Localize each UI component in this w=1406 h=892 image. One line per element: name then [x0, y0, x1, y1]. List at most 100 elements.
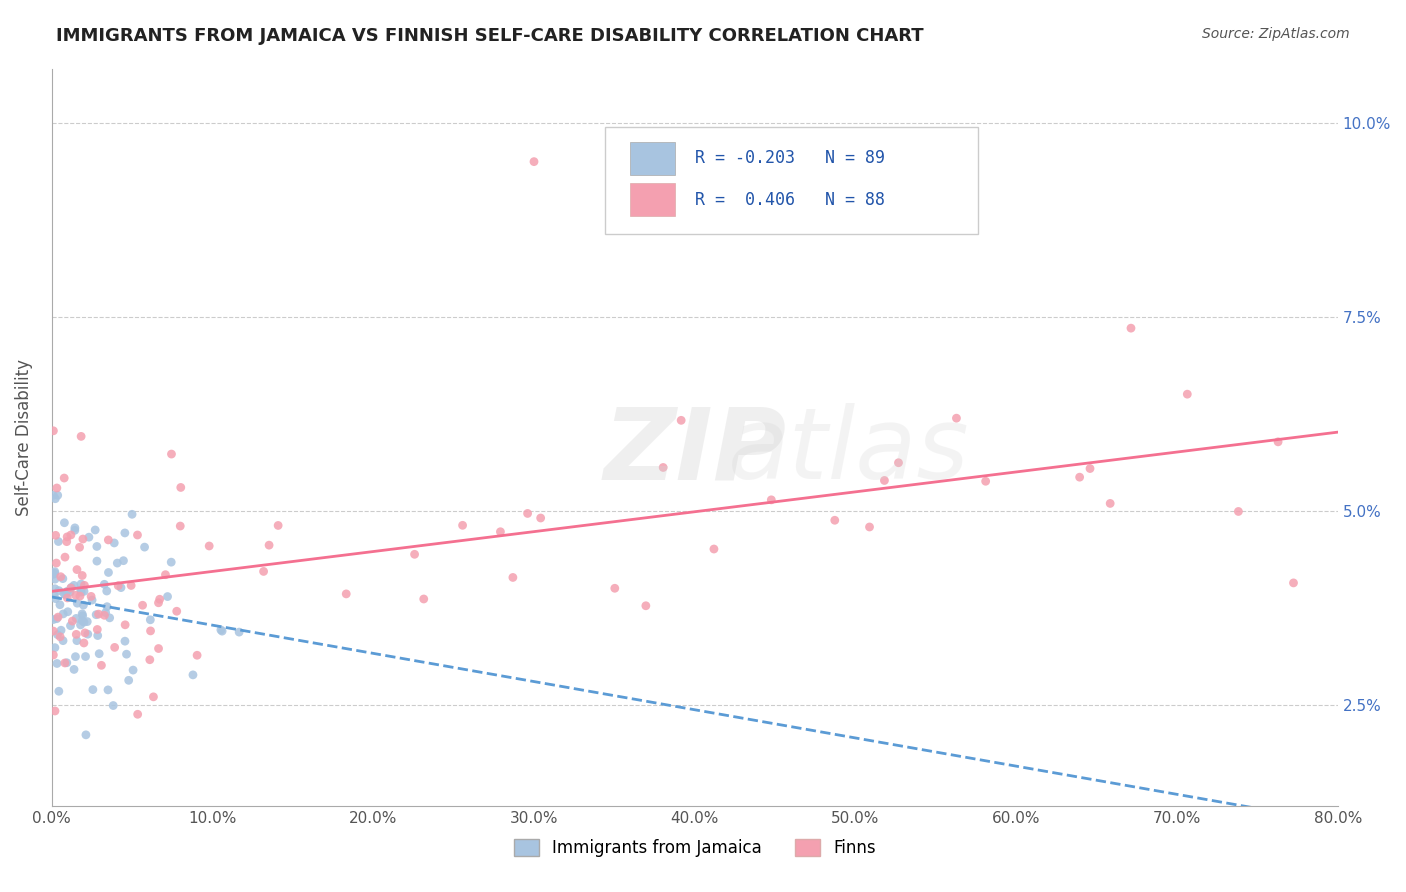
Point — [55, 588, 77, 602]
Point — [70, 607, 93, 621]
Point — [44, 640, 66, 655]
Point — [42, 488, 65, 502]
Point — [66, 596, 89, 610]
Point — [46, 610, 69, 624]
Point — [98, 611, 121, 625]
Point — [824, 513, 846, 527]
Point — [252, 565, 274, 579]
Point — [404, 547, 426, 561]
Point — [45, 528, 67, 542]
Point — [65, 649, 87, 664]
Point — [73, 578, 96, 592]
Point — [48, 684, 70, 698]
Point — [70, 585, 93, 599]
Point — [1267, 434, 1289, 449]
Point — [76, 615, 98, 629]
Point — [73, 636, 96, 650]
Point — [127, 528, 149, 542]
Point — [114, 634, 136, 648]
Point — [55, 534, 77, 549]
Point — [761, 492, 783, 507]
Point — [63, 521, 86, 535]
Point — [46, 627, 69, 641]
Point — [52, 572, 75, 586]
Point — [55, 656, 77, 670]
Point — [516, 507, 538, 521]
Point — [42, 624, 65, 638]
Point — [1078, 461, 1101, 475]
Point — [139, 653, 162, 667]
Point — [103, 536, 125, 550]
Point — [634, 599, 657, 613]
Point — [84, 607, 107, 622]
Point — [49, 630, 72, 644]
Point — [603, 581, 626, 595]
Point — [45, 556, 67, 570]
Point — [69, 618, 91, 632]
Point — [974, 475, 997, 489]
Point — [86, 623, 108, 637]
Point — [42, 648, 65, 662]
Point — [94, 606, 117, 620]
Point — [97, 566, 120, 580]
Point — [96, 584, 118, 599]
Point — [72, 598, 94, 612]
Point — [114, 525, 136, 540]
Point — [105, 556, 128, 570]
Point — [42, 613, 65, 627]
Point — [70, 577, 93, 591]
Point — [115, 647, 138, 661]
Point — [42, 567, 65, 582]
Point — [42, 424, 65, 438]
Point — [228, 625, 250, 640]
Point — [131, 599, 153, 613]
Point — [59, 528, 82, 542]
Point — [90, 658, 112, 673]
Point — [86, 554, 108, 568]
Point — [77, 530, 100, 544]
Point — [103, 698, 125, 713]
Point — [257, 538, 280, 552]
Point — [48, 534, 70, 549]
Point — [52, 607, 75, 621]
Text: R = -0.203   N = 89: R = -0.203 N = 89 — [695, 150, 884, 168]
Point — [46, 657, 69, 671]
Point — [335, 587, 357, 601]
Point — [53, 656, 76, 670]
Point — [44, 491, 66, 506]
Point — [63, 523, 86, 537]
Point — [86, 540, 108, 554]
Point — [211, 624, 233, 639]
Point — [73, 615, 96, 629]
Point — [873, 474, 896, 488]
Point — [45, 591, 67, 606]
Point — [60, 580, 83, 594]
Point — [139, 624, 162, 638]
Point — [44, 572, 66, 586]
Point — [82, 682, 104, 697]
Point — [198, 539, 221, 553]
Point — [84, 523, 107, 537]
Point — [86, 629, 108, 643]
Point — [53, 550, 76, 565]
Point — [1069, 470, 1091, 484]
Point — [1099, 496, 1122, 510]
Point — [56, 591, 79, 605]
Point — [87, 607, 110, 621]
Point — [73, 584, 96, 599]
Point — [112, 554, 135, 568]
Point — [104, 640, 127, 655]
Point — [148, 641, 170, 656]
Point — [118, 673, 141, 688]
Point — [97, 682, 120, 697]
Point — [75, 728, 97, 742]
Point — [56, 605, 79, 619]
Point — [93, 577, 115, 591]
Point — [45, 612, 67, 626]
Point — [96, 599, 118, 614]
Point — [72, 532, 94, 546]
Point — [97, 533, 120, 547]
Point — [148, 596, 170, 610]
Point — [181, 668, 204, 682]
Point — [69, 582, 91, 597]
